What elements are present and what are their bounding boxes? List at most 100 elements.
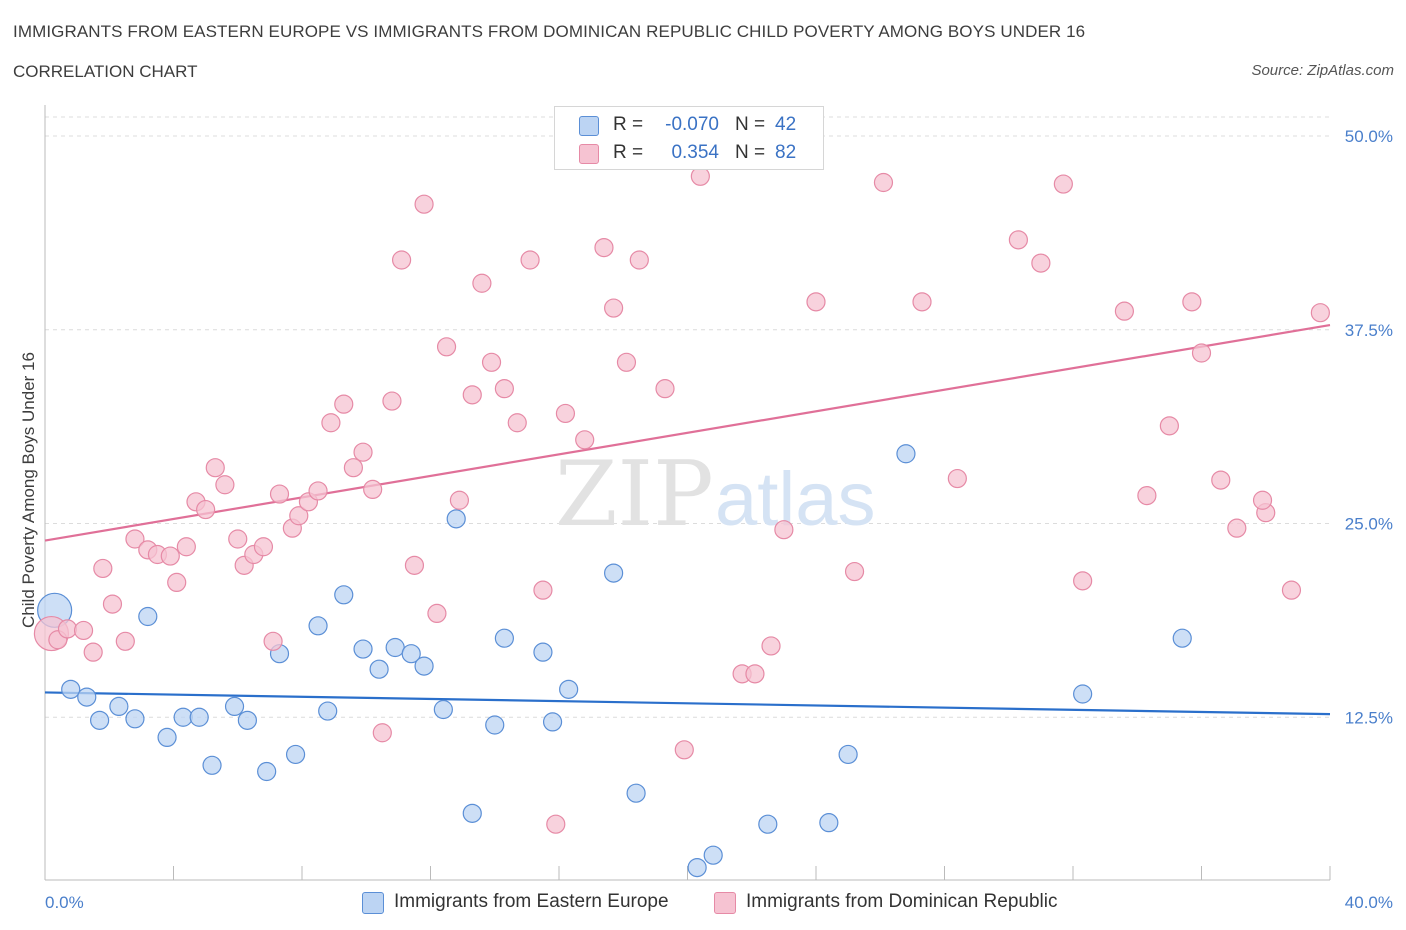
y-tick-label: 12.5% — [1345, 708, 1393, 727]
point-eastern-europe — [758, 814, 778, 834]
point-dominican-republic — [436, 337, 457, 357]
y-tick-label: 37.5% — [1345, 321, 1393, 340]
chart-title: IMMIGRANTS FROM EASTERN EUROPE VS IMMIGR… — [13, 22, 1086, 41]
point-dominican-republic — [102, 594, 123, 614]
point-dominican-republic — [494, 379, 514, 399]
point-eastern-europe — [1172, 628, 1192, 648]
point-dominican-republic — [774, 520, 794, 540]
source-credit: Source: ZipAtlas.com — [1251, 62, 1394, 79]
point-dominican-republic — [57, 619, 78, 639]
legend-swatch-blue — [362, 892, 384, 914]
point-dominican-republic — [761, 636, 781, 656]
point-dominican-republic — [1310, 303, 1330, 323]
point-eastern-europe — [494, 628, 514, 648]
trend-line-eastern-europe — [44, 691, 1331, 716]
point-eastern-europe — [109, 696, 129, 717]
point-eastern-europe — [237, 710, 257, 730]
point-dominican-republic — [745, 664, 765, 684]
point-eastern-europe — [414, 656, 434, 676]
point-eastern-europe — [257, 761, 277, 782]
point-dominican-republic — [481, 352, 502, 372]
point-eastern-europe — [138, 606, 158, 627]
point-dominican-republic — [125, 529, 145, 549]
point-dominican-republic — [655, 379, 675, 399]
point-eastern-europe — [285, 744, 306, 765]
point-dominican-republic — [546, 814, 566, 834]
point-dominican-republic — [334, 394, 354, 414]
point-dominican-republic — [674, 740, 694, 760]
point-dominican-republic — [404, 555, 425, 575]
point-dominican-republic — [196, 499, 216, 520]
point-eastern-europe — [559, 679, 579, 699]
point-dominican-republic — [263, 631, 283, 651]
legend-r-value: -0.070 — [665, 114, 719, 135]
point-eastern-europe — [462, 803, 482, 823]
point-eastern-europe — [533, 642, 553, 662]
x-tick-label: 40.0% — [1345, 893, 1393, 912]
point-eastern-europe — [224, 696, 245, 717]
point-dominican-republic — [873, 172, 894, 193]
point-eastern-europe — [433, 699, 453, 720]
point-dominican-republic — [372, 723, 392, 743]
x-tick-label: 0.0% — [45, 893, 84, 912]
point-eastern-europe — [308, 616, 328, 636]
point-dominican-republic — [507, 413, 527, 433]
correlation-legend: R = -0.070 N = 42 R = 0.354 N = 82 — [554, 106, 824, 170]
point-eastern-europe — [1073, 684, 1093, 704]
chart-subtitle: CORRELATION CHART — [13, 62, 198, 81]
legend-r-value: 0.354 — [671, 142, 719, 163]
point-dominican-republic — [690, 166, 710, 186]
point-eastern-europe — [626, 783, 646, 803]
point-eastern-europe — [703, 845, 723, 865]
point-dominican-republic — [1227, 518, 1247, 538]
point-dominican-republic — [167, 572, 187, 593]
point-eastern-europe — [401, 644, 421, 664]
point-dominican-republic — [160, 546, 180, 566]
point-eastern-europe — [334, 585, 354, 605]
point-dominican-republic — [472, 273, 492, 293]
point-dominican-republic — [449, 490, 470, 510]
point-dominican-republic — [228, 529, 248, 549]
point-dominican-republic — [391, 250, 412, 270]
legend-label: Immigrants from Dominican Republic — [746, 891, 1058, 912]
trend-lines — [44, 324, 1331, 716]
point-dominican-republic — [1191, 343, 1212, 363]
y-axis-label: Child Poverty Among Boys Under 16 — [19, 352, 38, 628]
point-dominican-republic — [1252, 490, 1273, 510]
point-eastern-europe — [485, 715, 505, 735]
watermark-zip: ZIP — [555, 442, 714, 547]
point-dominican-republic — [604, 298, 624, 318]
grid-lines — [45, 116, 1330, 718]
axes — [44, 105, 1331, 881]
legend-n-label: N = — [735, 114, 766, 135]
point-dominican-republic — [1137, 486, 1157, 506]
point-eastern-europe — [61, 679, 81, 699]
point-dominican-republic — [1073, 571, 1093, 591]
point-dominican-republic — [844, 561, 865, 582]
legend-n-value: 82 — [775, 142, 797, 163]
point-dominican-republic — [533, 580, 553, 600]
trend-line-dominican-republic — [44, 324, 1331, 542]
point-dominican-republic — [308, 481, 328, 501]
point-dominican-republic — [289, 506, 309, 526]
point-dominican-republic — [520, 250, 540, 270]
point-dominican-republic — [1159, 416, 1179, 436]
point-eastern-europe — [604, 563, 624, 583]
series-dominican-republic-points — [33, 166, 1330, 834]
point-dominican-republic — [427, 603, 447, 624]
point-eastern-europe — [369, 659, 389, 679]
legend-n-value: 42 — [775, 114, 797, 135]
point-dominican-republic — [806, 292, 826, 312]
y-tick-label: 25.0% — [1345, 515, 1393, 534]
legend-r-label: R = — [613, 142, 644, 163]
point-eastern-europe — [77, 687, 97, 707]
point-dominican-republic — [616, 352, 637, 372]
point-dominican-republic — [363, 479, 383, 499]
point-eastern-europe — [838, 744, 858, 765]
point-eastern-europe — [318, 701, 338, 721]
point-eastern-europe — [819, 813, 839, 833]
point-dominican-republic — [115, 631, 135, 651]
point-dominican-republic — [1211, 470, 1231, 490]
point-dominican-republic — [176, 537, 196, 557]
